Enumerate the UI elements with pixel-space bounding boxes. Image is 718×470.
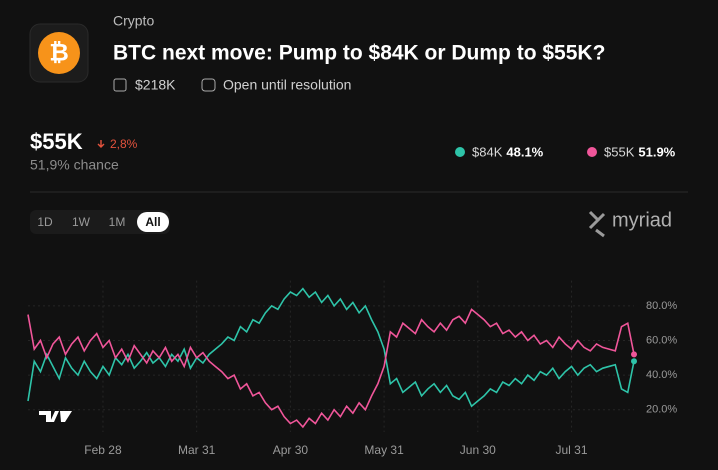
brand-logo (588, 210, 606, 238)
tabs: 1D 1W 1M All (37, 212, 169, 232)
tab[interactable]: 1W (72, 215, 91, 229)
market-title: BTC next move: Pump to $84K or Dump to $… (113, 42, 605, 65)
x-tick-label: May 31 (364, 443, 404, 457)
x-tick-label: Mar 31 (178, 443, 216, 457)
chart: 20.0% 40.0% 60.0% 80.0% Feb 28 Mar 31 Apr 30 Ma… (27, 280, 677, 457)
y-tick-label: 20.0% (646, 404, 677, 416)
legend-name: $84K (472, 144, 503, 159)
x-tick-label: Apr 30 (273, 443, 309, 457)
change: 2,8% (110, 137, 138, 151)
tab-active (137, 212, 169, 232)
legend-dot (587, 147, 597, 157)
legend-dot (455, 147, 465, 157)
legend-share: 51.9% (638, 144, 675, 159)
end-dot (631, 358, 637, 365)
tab[interactable]: 1M (109, 215, 126, 229)
tab-bar (30, 210, 170, 234)
legend-share: 48.1% (506, 144, 543, 159)
y-tick-label: 40.0% (646, 369, 677, 381)
volume-icon (113, 78, 127, 92)
x-tick-label: Feb 28 (84, 443, 122, 457)
bitcoin-glyph: ₿ (49, 39, 69, 66)
category: Crypto (113, 13, 154, 29)
status: Open until resolution (223, 77, 351, 93)
tradingview-logo (39, 411, 72, 422)
down-arrow (97, 140, 105, 148)
legend-name: $55K (604, 144, 635, 159)
x-tick-label: Jul 31 (556, 443, 588, 457)
bitcoin-icon (38, 32, 80, 74)
brand: myriad (612, 209, 672, 231)
tab[interactable]: All (145, 215, 160, 229)
y-tick-label: 60.0% (646, 334, 677, 346)
end-dot (631, 351, 637, 358)
status-icon (201, 78, 216, 92)
y-tick-label: 80.0% (646, 300, 677, 312)
outcome: $55K (30, 129, 83, 154)
volume: $218K (135, 77, 176, 93)
x-tick-label: Jun 30 (460, 443, 496, 457)
series-line (27, 308, 635, 429)
tab[interactable]: 1D (37, 215, 53, 229)
chance: 51,9% chance (30, 157, 119, 173)
